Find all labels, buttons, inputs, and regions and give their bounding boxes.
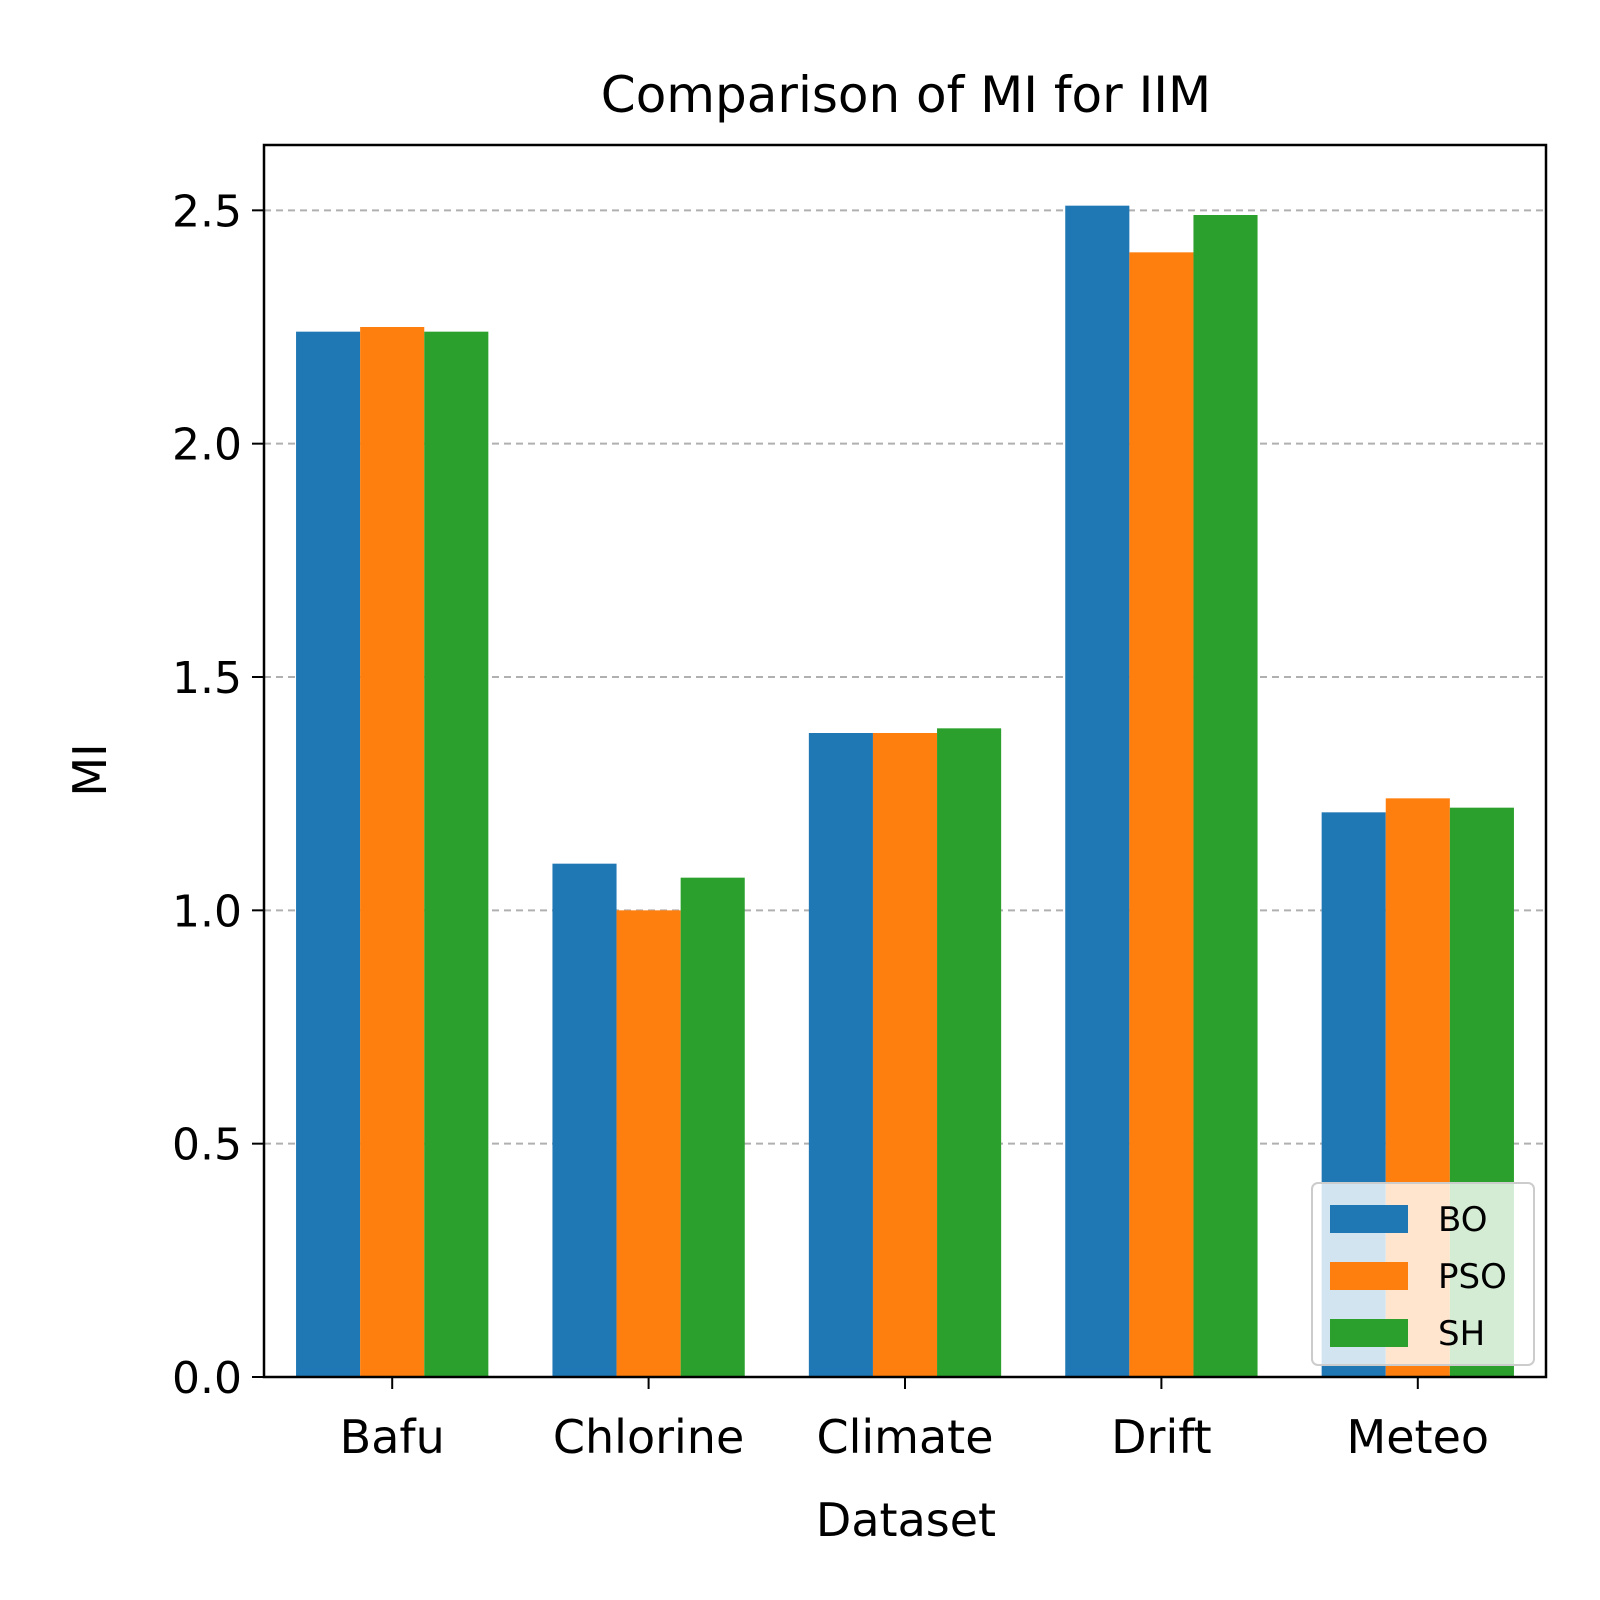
y-axis-label: MI xyxy=(63,743,117,796)
axes: 0.0 0.5 1.0 1.5 2.0 2.5 Bafu Chlorine Climate Dri… xyxy=(172,143,1548,1464)
y-tick-label: 1.5 xyxy=(172,653,242,704)
plot-frame xyxy=(262,143,1548,1379)
legend-label-bo: BO xyxy=(1438,1200,1488,1240)
bar-pso-climate xyxy=(872,733,938,1377)
bar-pso-bafu xyxy=(360,327,425,1377)
bar-bo-bafu xyxy=(296,331,361,1378)
x-axis-label: Dataset xyxy=(816,1493,996,1547)
legend-swatch-bo xyxy=(1330,1205,1408,1233)
x-tick-label: Climate xyxy=(816,1410,993,1464)
x-tick-label: Drift xyxy=(1111,1410,1212,1464)
bar-pso-drift xyxy=(1129,252,1194,1377)
y-tick-label: 0.5 xyxy=(172,1120,242,1171)
bar-sh-chlorine xyxy=(680,877,745,1377)
bar-sh-bafu xyxy=(424,331,489,1378)
legend-swatch-pso xyxy=(1330,1262,1408,1290)
x-tick-label: Bafu xyxy=(340,1410,445,1464)
bar-pso-chlorine xyxy=(616,910,681,1377)
y-tick-label: 2.5 xyxy=(172,186,242,237)
legend-label-sh: SH xyxy=(1438,1314,1485,1354)
bar-sh-drift xyxy=(1193,215,1258,1377)
y-tick-label: 2.0 xyxy=(172,420,242,471)
bar-sh-climate xyxy=(937,728,1002,1377)
bars xyxy=(296,205,1514,1378)
y-tick-label: 0.0 xyxy=(172,1353,242,1404)
x-tick-label: Meteo xyxy=(1347,1410,1489,1464)
legend: BO PSO SH xyxy=(1311,1182,1535,1366)
bar-bo-drift xyxy=(1065,205,1130,1378)
legend-swatch-sh xyxy=(1330,1319,1408,1347)
chart-title: Comparison of MI for IIM xyxy=(601,66,1211,124)
bar-bo-climate xyxy=(808,733,873,1377)
y-tick-label: 1.0 xyxy=(172,886,242,937)
bar-bo-chlorine xyxy=(552,863,617,1377)
legend-label-pso: PSO xyxy=(1438,1257,1507,1297)
x-tick-label: Chlorine xyxy=(553,1410,744,1464)
